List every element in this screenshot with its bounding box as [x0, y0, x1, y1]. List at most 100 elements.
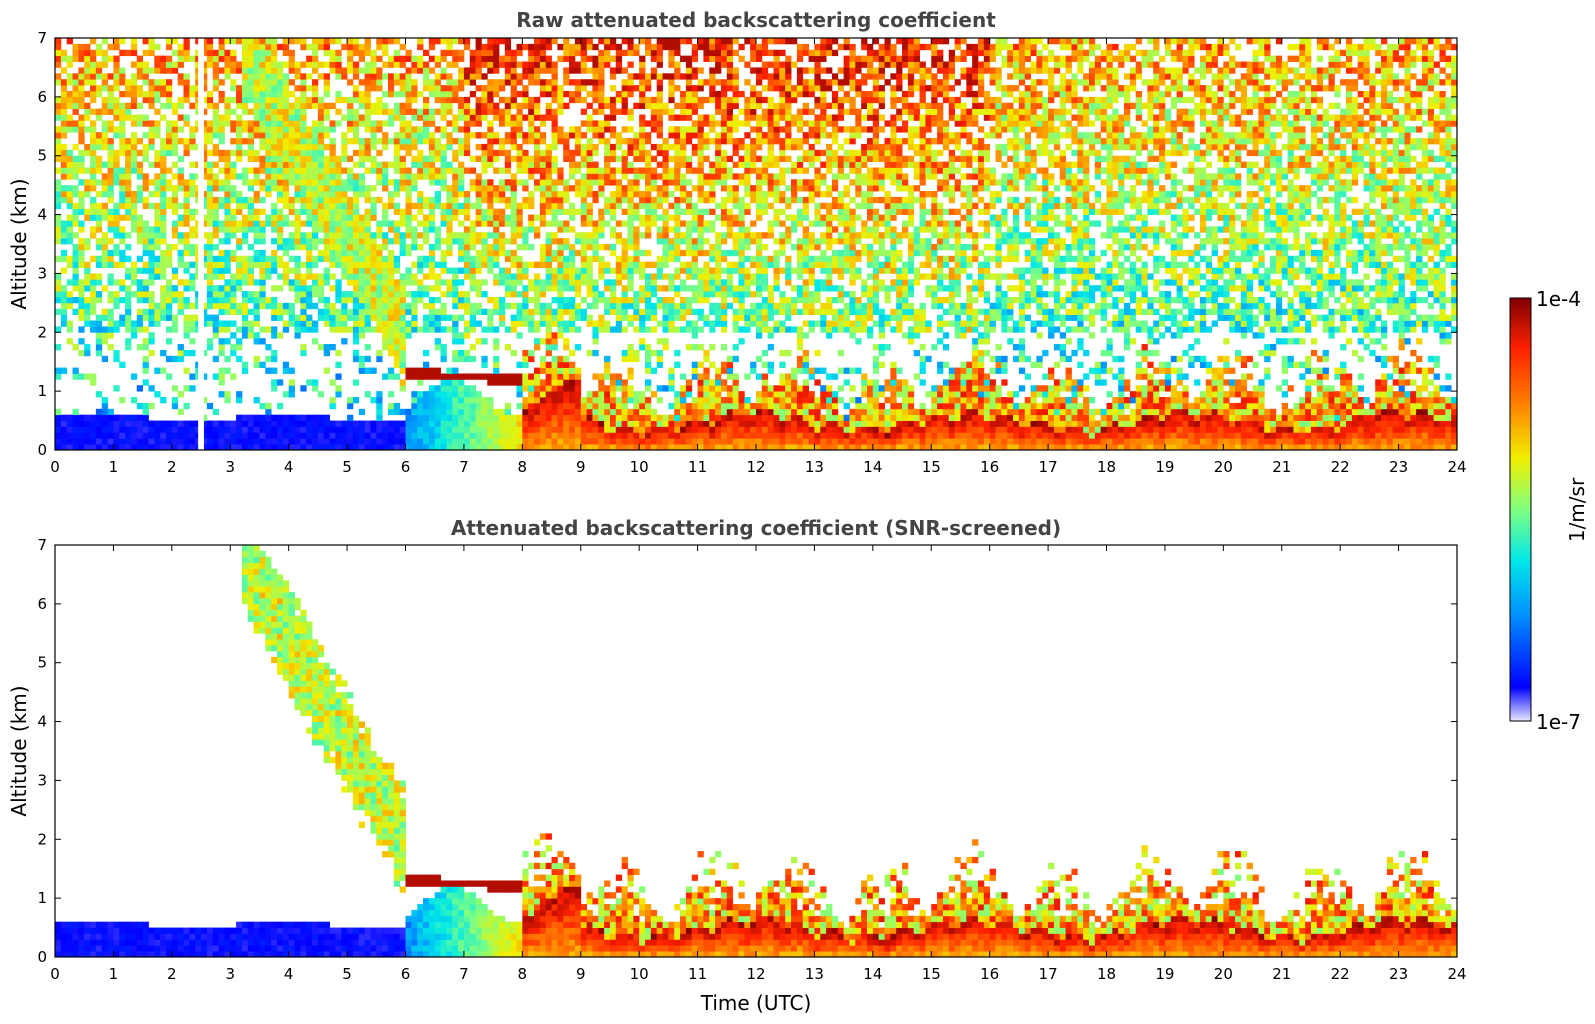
heatmap-cell — [662, 149, 669, 157]
heatmap-cell — [563, 326, 570, 333]
heatmap-cell — [201, 173, 208, 180]
heatmap-cell — [312, 90, 319, 98]
heatmap-cell — [551, 438, 558, 445]
heatmap-cell — [113, 132, 120, 139]
heatmap-cell — [481, 161, 488, 168]
heatmap-cell — [551, 367, 558, 374]
heatmap-cell — [446, 108, 453, 115]
heatmap-cell — [563, 67, 570, 74]
heatmap-cell — [428, 391, 436, 398]
heatmap-cell — [370, 285, 377, 292]
heatmap-cell — [101, 173, 108, 180]
heatmap-cell — [72, 373, 79, 380]
heatmap-cell — [463, 261, 471, 268]
heatmap-cell — [399, 379, 406, 386]
heatmap-cell — [393, 61, 401, 68]
heatmap-cell — [633, 249, 640, 257]
heatmap-cell — [645, 196, 652, 204]
heatmap-cell — [236, 432, 243, 439]
heatmap-cell — [458, 338, 465, 345]
heatmap-cell — [463, 267, 471, 274]
heatmap-cell — [84, 273, 91, 280]
heatmap-cell — [224, 96, 231, 104]
heatmap-cell — [376, 402, 383, 410]
heatmap-cell — [329, 214, 336, 221]
heatmap-cell — [382, 214, 389, 221]
heatmap-cell — [382, 344, 389, 351]
heatmap-cell — [130, 191, 138, 198]
heatmap-cell — [189, 90, 196, 98]
heatmap-cell — [574, 397, 582, 404]
heatmap-cell — [253, 173, 260, 180]
heatmap-cell — [253, 208, 260, 215]
heatmap-cell — [528, 120, 535, 127]
heatmap-cell — [580, 444, 587, 450]
heatmap-cell — [411, 373, 418, 380]
heatmap-cell — [78, 149, 85, 157]
heatmap-cell — [662, 232, 669, 239]
heatmap-cell — [662, 43, 669, 51]
heatmap-cell — [107, 138, 114, 145]
heatmap-cell — [259, 196, 266, 204]
heatmap-cell — [165, 126, 173, 133]
heatmap-cell — [352, 238, 360, 245]
heatmap-cell — [119, 238, 126, 245]
heatmap-cell — [183, 244, 190, 251]
heatmap-cell — [300, 126, 307, 133]
heatmap-cell — [668, 285, 675, 292]
heatmap-cell — [107, 261, 114, 268]
heatmap-cell — [545, 285, 552, 292]
heatmap-cell — [609, 373, 617, 380]
heatmap-cell — [528, 196, 535, 204]
heatmap-cell — [645, 167, 652, 174]
heatmap-cell — [154, 202, 161, 210]
heatmap-cell — [574, 385, 582, 392]
heatmap-cell — [218, 273, 225, 280]
heatmap-cell — [580, 255, 587, 263]
heatmap-cell — [358, 438, 366, 445]
heatmap-cell — [551, 414, 558, 421]
heatmap-cell — [78, 420, 85, 427]
heatmap-cell — [592, 161, 599, 168]
heatmap-cell — [645, 273, 652, 280]
heatmap-cell — [165, 296, 173, 304]
heatmap-cell — [604, 161, 611, 168]
heatmap-cell — [148, 126, 155, 133]
heatmap-cell — [469, 438, 476, 445]
heatmap-cell — [107, 273, 114, 280]
heatmap-cell — [428, 226, 436, 233]
heatmap-cell — [498, 120, 506, 127]
heatmap-cell — [259, 232, 266, 239]
heatmap-cell — [399, 367, 406, 374]
heatmap-cell — [633, 102, 640, 110]
heatmap-cell — [60, 173, 68, 180]
heatmap-cell — [312, 379, 319, 386]
heatmap-cell — [341, 255, 348, 263]
heatmap-cell — [136, 61, 144, 68]
heatmap-cell — [639, 338, 646, 345]
heatmap-cell — [376, 196, 383, 204]
heatmap-cell — [586, 291, 593, 298]
heatmap-cell — [662, 432, 669, 439]
heatmap-cell — [72, 85, 79, 92]
heatmap-cell — [364, 267, 371, 274]
heatmap-cell — [300, 73, 307, 80]
heatmap-cell — [101, 402, 108, 410]
heatmap-cell — [534, 132, 541, 139]
heatmap-cell — [516, 232, 523, 239]
heatmap-cell — [434, 244, 441, 251]
heatmap-cell — [358, 308, 366, 316]
heatmap-cell — [516, 49, 523, 57]
heatmap-cell — [271, 73, 278, 80]
heatmap-cell — [481, 196, 488, 204]
heatmap-cell — [598, 267, 605, 274]
heatmap-cell — [306, 173, 313, 180]
heatmap-cell — [183, 267, 190, 274]
heatmap-cell — [522, 238, 529, 245]
heatmap-cell — [236, 285, 243, 292]
heatmap-cell — [428, 114, 436, 121]
heatmap-cell — [312, 255, 319, 263]
heatmap-cell — [259, 273, 266, 280]
heatmap-cell — [539, 397, 547, 404]
heatmap-cell — [323, 161, 330, 168]
